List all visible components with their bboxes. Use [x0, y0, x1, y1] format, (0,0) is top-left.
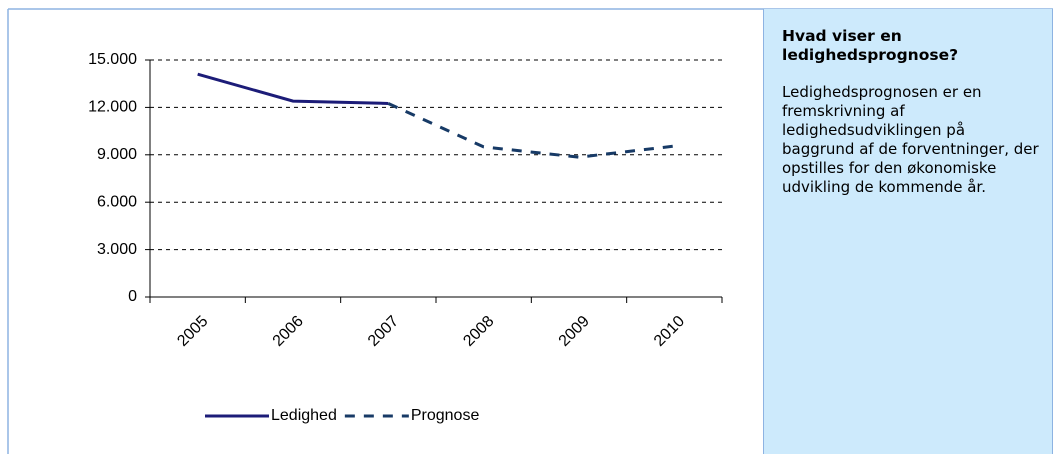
x-tick-label: 2008: [460, 313, 497, 350]
legend-label: Prognose: [411, 407, 480, 424]
x-tick-label: 2005: [174, 313, 211, 350]
series-line: [387, 102, 675, 159]
y-tick-label: 9.000: [97, 146, 137, 163]
x-tick-label: 2009: [556, 313, 593, 350]
panel-title: Hvad viser en ledighedsprognose?: [782, 27, 959, 64]
x-tick-label: 2007: [365, 313, 402, 350]
series-line: [197, 72, 389, 105]
x-tick-label: 2010: [651, 313, 688, 350]
x-tick-label: 2006: [270, 313, 307, 350]
y-tick-label: 3.000: [97, 241, 137, 258]
y-tick-label: 0: [128, 288, 137, 305]
y-tick-label: 12.000: [88, 99, 137, 116]
panel-body: Ledighedsprognosen er en fremskrivning a…: [782, 83, 1039, 196]
y-tick-label: 6.000: [97, 193, 137, 210]
legend-label: Ledighed: [271, 407, 337, 424]
info-panel: Hvad viser en ledighedsprognose? Ledighe…: [763, 9, 1053, 454]
y-tick-label: 15.000: [88, 51, 137, 68]
